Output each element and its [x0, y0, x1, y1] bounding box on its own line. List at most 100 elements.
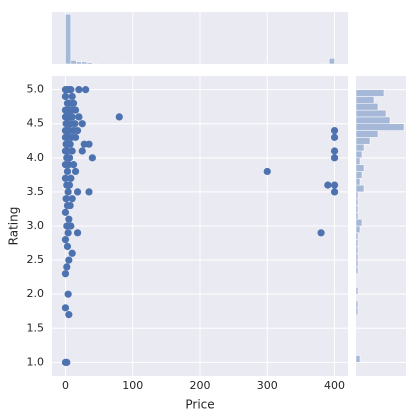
histogram-bar — [355, 143, 365, 152]
x-tick-label: 300 — [257, 379, 278, 392]
point — [71, 133, 80, 141]
histogram-bar — [81, 61, 88, 65]
point — [71, 106, 80, 114]
y-tick-label: 4.5 — [27, 117, 45, 130]
point — [78, 120, 86, 128]
histogram-bar — [355, 307, 359, 315]
point — [61, 174, 70, 182]
histogram-bar — [86, 62, 93, 65]
x-axis-label: Price — [185, 398, 214, 412]
point — [62, 195, 70, 203]
point — [115, 113, 123, 121]
point — [65, 215, 73, 223]
histogram-bar — [75, 61, 82, 65]
histogram-bar — [355, 300, 359, 309]
point — [69, 99, 78, 107]
point — [73, 126, 82, 135]
point — [330, 126, 339, 135]
histogram-bar — [355, 103, 379, 111]
y-tick-label: 2.5 — [27, 253, 45, 266]
x-tick-label: 100 — [122, 379, 143, 392]
point — [65, 181, 74, 189]
histogram-bar — [355, 198, 359, 206]
point — [61, 92, 70, 101]
point — [73, 229, 82, 237]
histogram-bar — [355, 184, 365, 193]
point — [67, 86, 75, 94]
histogram-bar — [355, 96, 375, 104]
point — [64, 229, 72, 237]
histogram-bar — [355, 253, 359, 261]
y-tick-label: 5.0 — [27, 83, 45, 96]
histogram-bar — [355, 137, 371, 145]
point — [71, 167, 80, 176]
histogram-bar — [355, 178, 361, 186]
histogram-bar — [355, 205, 359, 213]
histogram-bar — [65, 13, 72, 65]
histogram-bar — [323, 63, 330, 65]
point — [88, 154, 96, 162]
point — [330, 154, 339, 162]
histogram-bar — [355, 355, 361, 363]
point — [61, 270, 70, 278]
histogram-bar — [328, 58, 335, 65]
y-tick-label: 1.5 — [27, 321, 45, 334]
point — [68, 147, 76, 155]
point — [82, 86, 90, 94]
histogram-bar — [355, 212, 359, 220]
y-tick-label: 2.0 — [27, 287, 45, 300]
x-tick-label: 200 — [190, 379, 211, 392]
grid — [52, 12, 406, 376]
point — [68, 249, 76, 257]
marks — [61, 13, 405, 366]
point — [68, 92, 76, 101]
point — [263, 167, 271, 176]
point — [330, 188, 339, 196]
x-tick-label: 0 — [62, 379, 69, 392]
histogram-bar — [264, 63, 271, 65]
point — [65, 311, 73, 319]
histogram-bar — [355, 266, 359, 274]
point — [68, 113, 76, 121]
point — [75, 113, 83, 121]
point — [69, 161, 78, 169]
point — [63, 358, 71, 366]
point — [68, 195, 76, 203]
y-tick-label: 3.0 — [27, 219, 45, 232]
y-axis-label: Rating — [7, 207, 21, 246]
histogram-bar — [355, 191, 359, 199]
histogram-bar — [355, 239, 359, 247]
point — [63, 242, 72, 251]
histogram-bar — [355, 130, 379, 138]
point — [317, 229, 325, 237]
point — [67, 222, 75, 230]
histogram-bar — [355, 287, 359, 295]
histogram-bar — [355, 150, 363, 159]
histogram-bar — [355, 259, 359, 268]
point — [330, 181, 339, 189]
point — [64, 290, 72, 298]
histogram-bar — [355, 218, 363, 227]
histogram-bar — [119, 63, 125, 65]
histogram-bar — [70, 60, 77, 65]
x-tick-label: 400 — [324, 379, 345, 392]
point — [330, 133, 339, 141]
point — [324, 181, 332, 189]
point — [73, 188, 82, 196]
histogram-bar — [355, 232, 359, 240]
point — [330, 147, 339, 155]
point — [63, 263, 71, 271]
point — [85, 188, 93, 196]
point — [64, 188, 72, 196]
y-tick-label: 4.0 — [27, 151, 45, 164]
point — [66, 140, 74, 148]
histogram-bar — [355, 109, 387, 118]
histogram-bar — [355, 246, 359, 254]
point — [75, 86, 83, 94]
point — [78, 147, 86, 155]
point — [65, 154, 74, 162]
histogram-bar — [355, 123, 405, 131]
histogram-bar — [355, 225, 361, 234]
point — [66, 201, 74, 210]
